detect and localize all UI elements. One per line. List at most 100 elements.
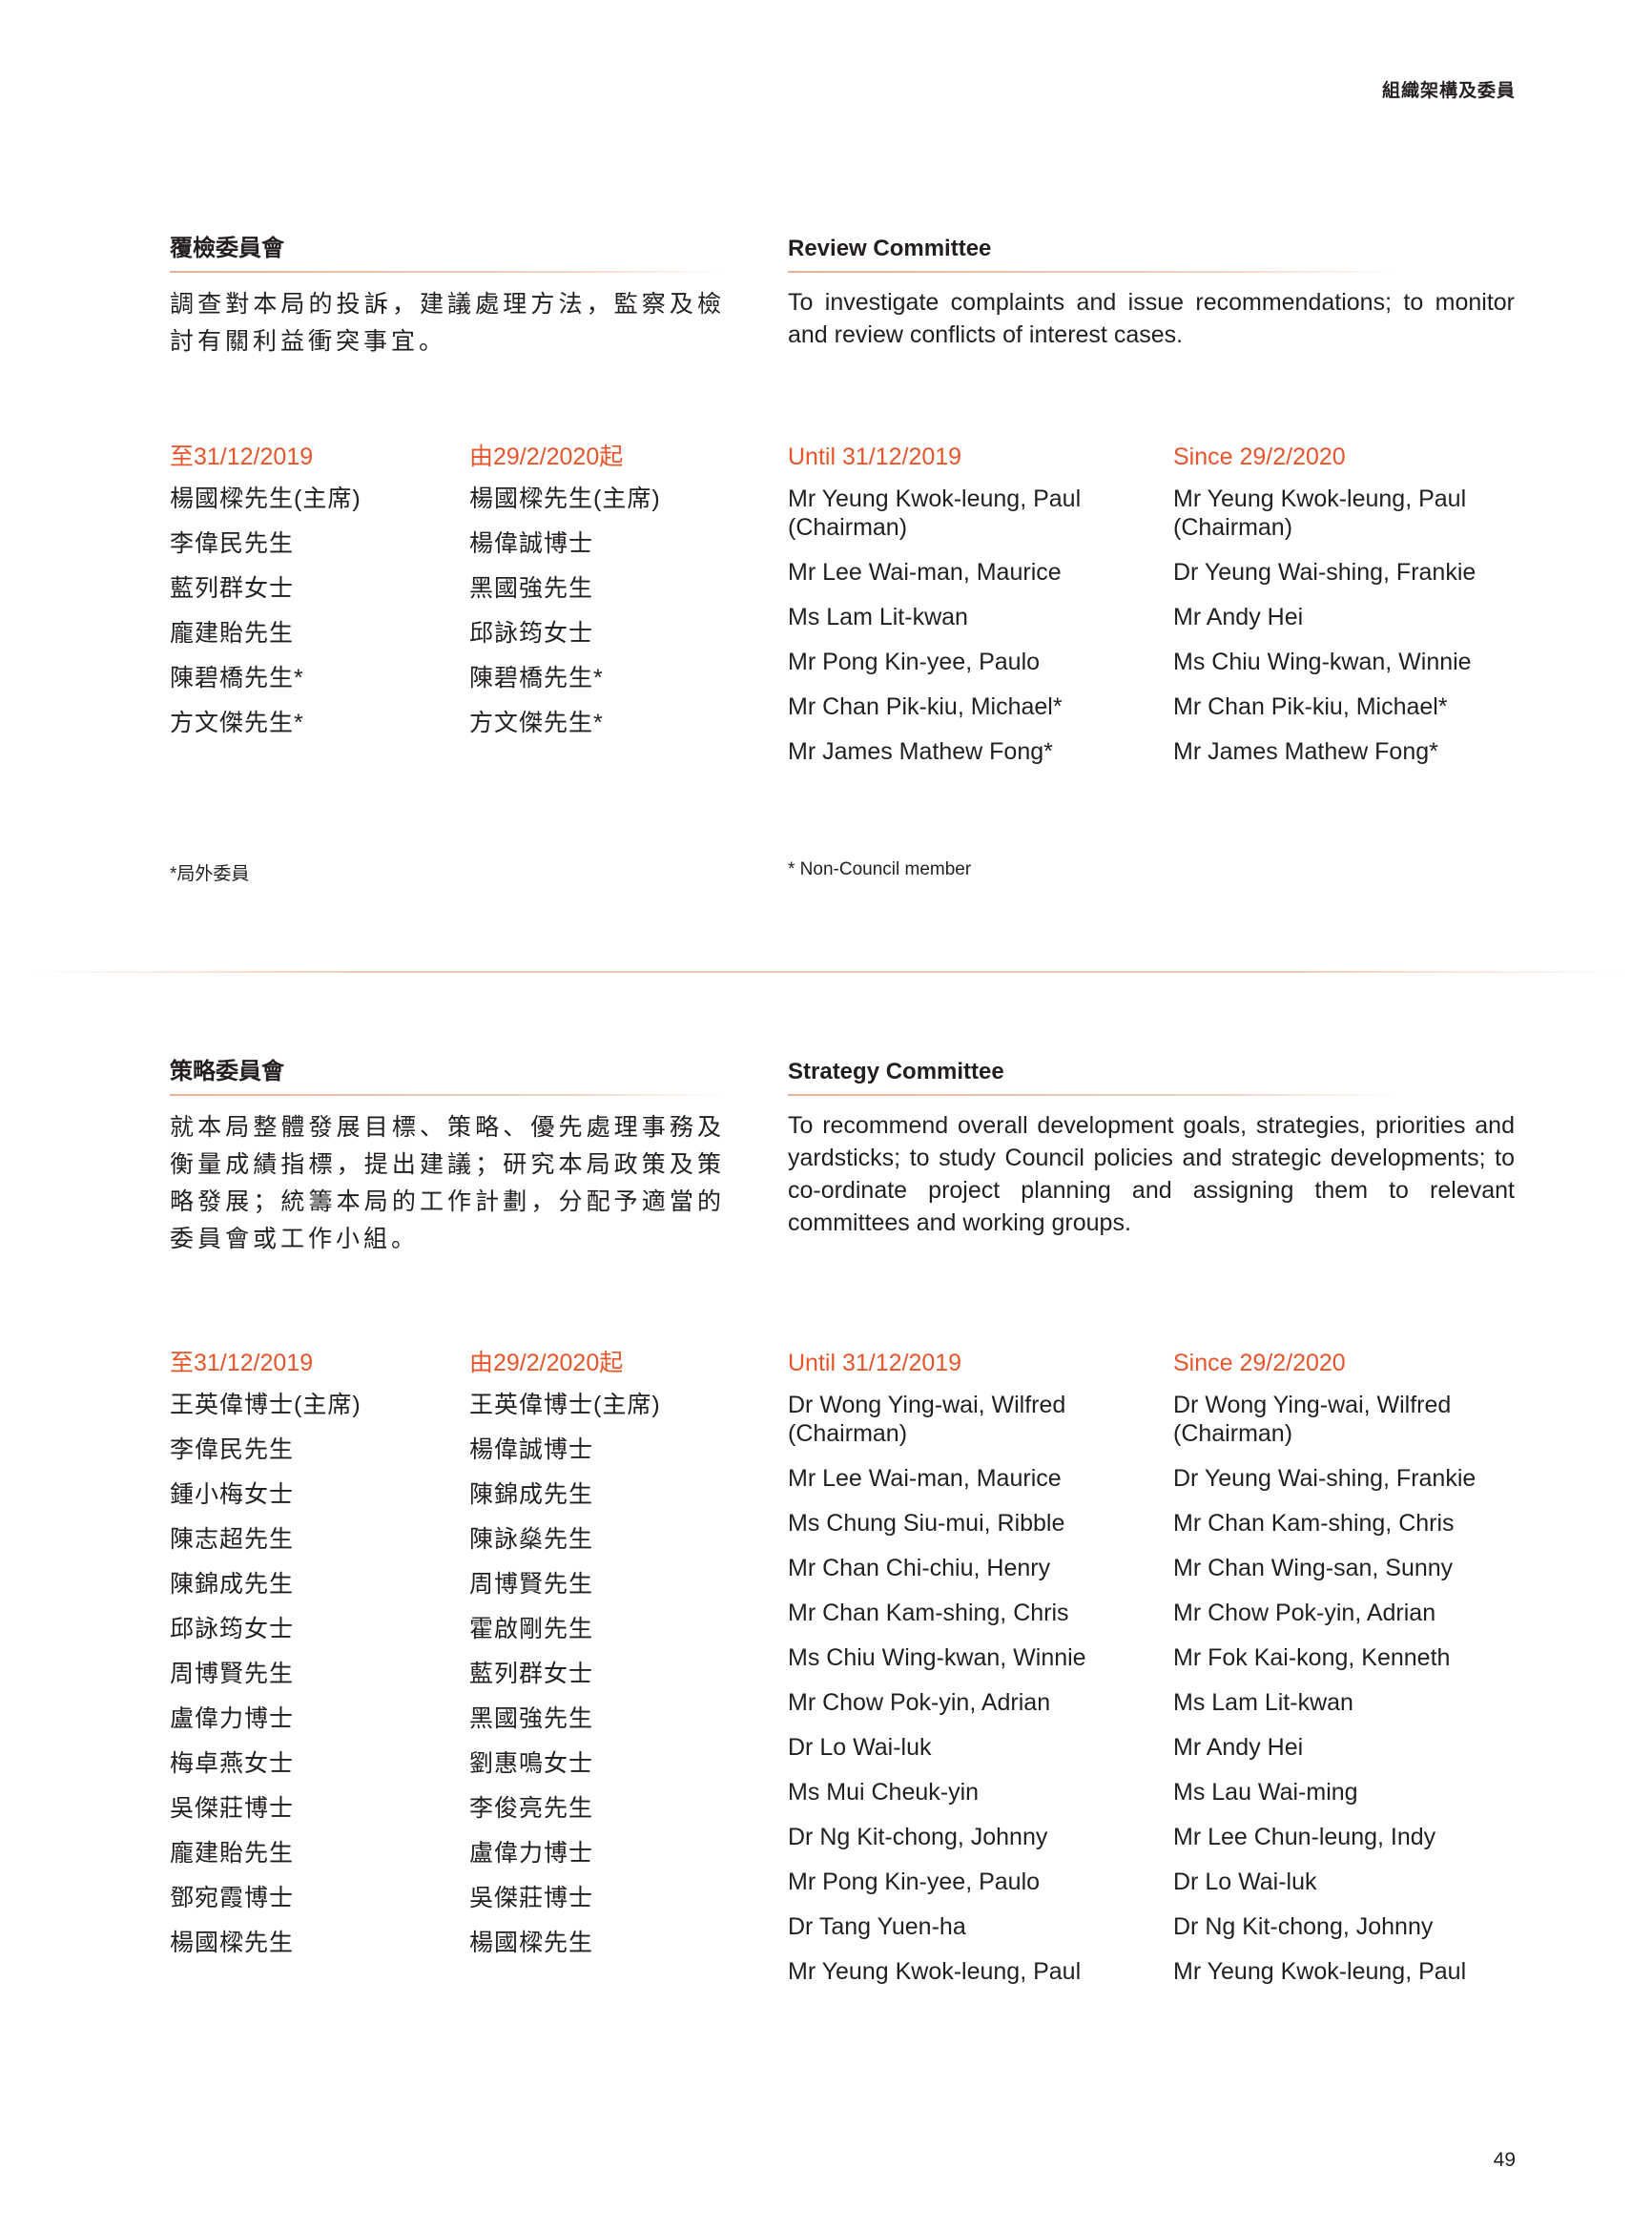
member-name: Mr Lee Chun-leung, Indy (1173, 1824, 1436, 1850)
member-name: Mr Chan Pik-kiu, Michael* (788, 693, 1063, 720)
member-name: Mr Chan Kam-shing, Chris (1173, 1510, 1455, 1537)
strategy-zh-until-column: 至31/12/2019 王英偉博士(主席) 李偉民先生 鍾小梅女士 陳志超先生 陳錦成先… (170, 1347, 446, 1973)
member-name: Ms Mui Cheuk-yin (788, 1779, 980, 1806)
strategy-zh-since-list: 王英偉博士(主席) 楊偉誠博士 陳錦成先生 陳詠燊先生 周博賢先生 霍啟剛先生 藍列群女士黑… (469, 1391, 746, 1957)
member-name: 吳傑莊博士 (469, 1885, 594, 1911)
review-zh-column: 覆檢委員會 調查對本局的投訴，建議處理方法，監察及檢討有關利益衝突事宜。 (170, 233, 725, 361)
member-name: Dr Lo Wai-luk (788, 1734, 932, 1761)
member-name: Mr Andy Hei (1173, 1734, 1304, 1761)
member-name: Ms Chiu Wing-kwan, Winnie (1173, 649, 1472, 675)
member-name: Mr Chan Chi-chiu, Henry (788, 1555, 1051, 1581)
member-name: 王英偉博士(主席) (170, 1392, 361, 1418)
member-name: Mr Andy Hei (1173, 604, 1304, 630)
review-en-title-rule (788, 271, 1398, 273)
member-name: Mr Chan Wing-san, Sunny (1173, 1555, 1454, 1581)
member-name: 陳志超先生 (170, 1526, 295, 1553)
member-name: 黑國強先生 (469, 1705, 594, 1732)
member-name: 陳錦成先生 (170, 1571, 295, 1598)
review-en-column: Review Committee To investigate complain… (788, 233, 1515, 351)
strategy-en-until-list: Dr Wong Ying-wai, Wilfred (Chairman) Mr L… (788, 1391, 1155, 1986)
member-name: Mr James Mathew Fong* (788, 738, 1053, 765)
member-name: Mr Lee Wai-man, Maurice (788, 559, 1062, 586)
member-name: 楊國樑先生 (469, 1930, 594, 1956)
review-zh-until-list: 楊國樑先生(主席) 李偉民先生藍列群女士龐建貽先生陳碧橋先生* 方文傑先生* (170, 485, 446, 737)
member-name: 楊國樑先生(主席) (469, 485, 661, 512)
strategy-zh-since-column: 由29/2/2020起 王英偉博士(主席) 楊偉誠博士 陳錦成先生 陳詠燊先生 周博賢先… (469, 1347, 746, 1973)
section-divider (29, 971, 1623, 973)
strategy-zh-column: 策略委員會 就本局整體發展目標、策略、優先處理事務及衡量成績指標，提出建議；研究… (170, 1056, 725, 1258)
member-name: 盧偉力博士 (170, 1705, 295, 1732)
strategy-en-column: Strategy Committee To recommend overall … (788, 1056, 1515, 1239)
review-zh-description: 調查對本局的投訴，建議處理方法，監察及檢討有關利益衝突事宜。 (170, 291, 725, 355)
strategy-zh-until-heading: 至31/12/2019 (170, 1350, 314, 1376)
member-name: Dr Yeung Wai-shing, Frankie (1173, 1465, 1476, 1492)
review-en-description: To investigate complaints and issue reco… (788, 289, 1515, 348)
strategy-en-description: To recommend overall development goals, … (788, 1112, 1515, 1236)
member-name: 陳碧橋先生* (170, 665, 304, 692)
member-name: Ms Lau Wai-ming (1173, 1779, 1358, 1806)
member-name: 霍啟剛先生 (469, 1616, 594, 1642)
review-zh-since-heading: 由29/2/2020起 (469, 444, 624, 470)
member-name: 藍列群女士 (170, 575, 295, 602)
strategy-en-title: Strategy Committee (788, 1059, 1004, 1084)
member-name: Mr Yeung Kwok-leung, Paul (Chairman) (788, 485, 1082, 541)
member-name: Mr Yeung Kwok-leung, Paul (1173, 1958, 1467, 1985)
member-name: Mr Fok Kai-kong, Kenneth (1173, 1644, 1451, 1671)
member-name: Mr Yeung Kwok-leung, Paul (Chairman) (1173, 485, 1467, 541)
strategy-zh-title-rule (170, 1094, 725, 1096)
member-name: 劉惠鳴女士 (469, 1750, 594, 1777)
member-name: Dr Wong Ying-wai, Wilfred (Chairman) (788, 1392, 1066, 1447)
member-name: 陳詠燊先生 (469, 1526, 594, 1553)
strategy-en-since-column: Since 29/2/2020 Dr Wong Ying-wai, Wilfre… (1173, 1347, 1540, 2002)
member-name: Mr James Mathew Fong* (1173, 738, 1438, 765)
member-name: 陳錦成先生 (469, 1481, 594, 1508)
strategy-zh-until-list: 王英偉博士(主席) 李偉民先生 鍾小梅女士 陳志超先生 陳錦成先生 邱詠筠女士 周博賢先生盧… (170, 1391, 446, 1957)
review-zh-since-column: 由29/2/2020起 楊國樑先生(主席) 楊偉誠博士 黑國強先生 邱詠筠女士 陳碧橋先… (469, 441, 746, 754)
strategy-en-since-heading: Since 29/2/2020 (1173, 1350, 1346, 1376)
review-zh-footnote: *局外委員 (170, 864, 250, 884)
review-zh-title-rule (170, 271, 725, 273)
review-en-until-column: Until 31/12/2019 Mr Yeung Kwok-leung, Pa… (788, 441, 1155, 782)
member-name: 梅卓燕女士 (170, 1750, 295, 1777)
review-en-until-list: Mr Yeung Kwok-leung, Paul (Chairman) Mr L… (788, 485, 1155, 766)
member-name: 李偉民先生 (170, 530, 295, 557)
member-name: Mr Lee Wai-man, Maurice (788, 1465, 1062, 1492)
member-name: 盧偉力博士 (469, 1840, 594, 1867)
member-name: 楊國樑先生 (170, 1930, 295, 1956)
review-en-title: Review Committee (788, 236, 992, 261)
member-name: 周博賢先生 (170, 1661, 295, 1687)
member-name: 龐建貽先生 (170, 1840, 295, 1867)
member-name: 方文傑先生* (170, 710, 304, 736)
member-name: Dr Lo Wai-luk (1173, 1869, 1317, 1895)
member-name: Dr Yeung Wai-shing, Frankie (1173, 559, 1476, 586)
review-zh-since-list: 楊國樑先生(主席) 楊偉誠博士 黑國強先生 邱詠筠女士 陳碧橋先生* 方文傑先生* (469, 485, 746, 737)
review-en-since-column: Since 29/2/2020 Mr Yeung Kwok-leung, Pau… (1173, 441, 1540, 782)
review-en-until-heading: Until 31/12/2019 (788, 444, 962, 470)
member-name: 吳傑莊博士 (170, 1795, 295, 1822)
member-name: Ms Chiu Wing-kwan, Winnie (788, 1644, 1086, 1671)
member-name: Ms Lam Lit-kwan (788, 604, 968, 630)
member-name: 周博賢先生 (469, 1571, 594, 1598)
strategy-zh-title: 策略委員會 (170, 1059, 284, 1084)
member-name: 邱詠筠女士 (469, 620, 594, 647)
member-name: 楊偉誠博士 (469, 1436, 594, 1463)
member-name: 楊國樑先生(主席) (170, 485, 361, 512)
member-name: 邱詠筠女士 (170, 1616, 295, 1642)
member-name: 王英偉博士(主席) (469, 1392, 661, 1418)
strategy-en-title-rule (788, 1094, 1398, 1096)
member-name: 龐建貽先生 (170, 620, 295, 647)
member-name: Ms Lam Lit-kwan (1173, 1689, 1353, 1716)
member-name: Dr Ng Kit-chong, Johnny (1173, 1913, 1434, 1940)
member-name: Mr Chow Pok-yin, Adrian (1173, 1600, 1436, 1626)
member-name: Mr Pong Kin-yee, Paulo (788, 1869, 1041, 1895)
member-name: Mr Chan Kam-shing, Chris (788, 1600, 1069, 1626)
strategy-zh-description: 就本局整體發展目標、策略、優先處理事務及衡量成績指標，提出建議；研究本局政策及策… (170, 1114, 725, 1252)
page-number: 49 (1493, 2149, 1516, 2171)
member-name: Mr Pong Kin-yee, Paulo (788, 649, 1041, 675)
member-name: 陳碧橋先生* (469, 665, 604, 692)
member-name: 鍾小梅女士 (170, 1481, 295, 1508)
strategy-en-until-heading: Until 31/12/2019 (788, 1350, 962, 1376)
review-zh-until-column: 至31/12/2019 楊國樑先生(主席) 李偉民先生 藍列群女士 龐建貽先生 陳碧橋先… (170, 441, 446, 754)
member-name: 李俊亮先生 (469, 1795, 594, 1822)
member-name: Mr Yeung Kwok-leung, Paul (788, 1958, 1082, 1985)
